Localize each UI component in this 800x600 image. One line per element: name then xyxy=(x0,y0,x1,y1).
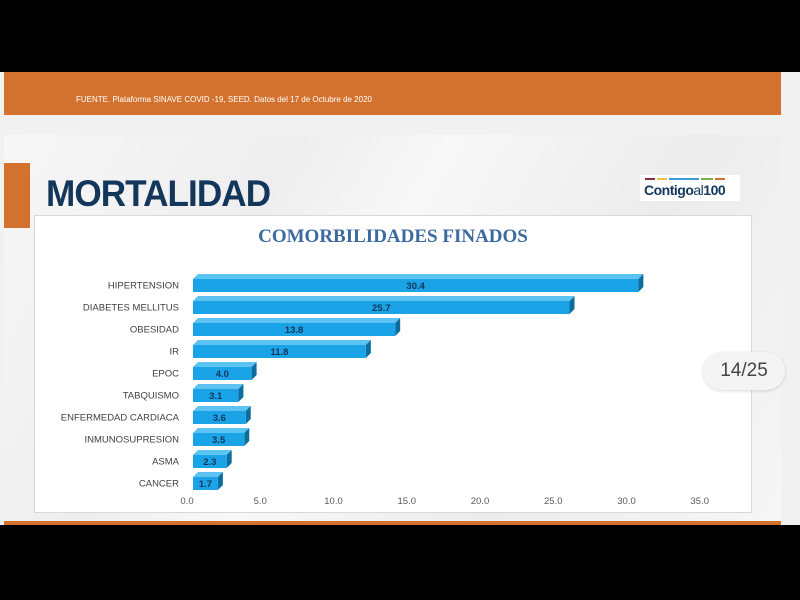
bar-side xyxy=(251,362,257,380)
category-label: IR xyxy=(170,347,180,358)
bar-side xyxy=(226,450,232,468)
data-label: 25.7 xyxy=(372,303,391,314)
bar-top xyxy=(193,428,250,433)
bar-top xyxy=(193,362,257,367)
x-tick-label: 5.0 xyxy=(254,496,267,507)
data-label: 13.8 xyxy=(285,325,304,336)
bar-side xyxy=(365,340,371,358)
slide-title: MORTALIDAD xyxy=(46,173,271,214)
bar-top xyxy=(193,340,371,345)
bar-top xyxy=(193,318,401,323)
title-accent xyxy=(4,163,30,228)
data-label: 2.3 xyxy=(203,457,216,468)
bar xyxy=(193,367,252,380)
category-label: OBESIDAD xyxy=(130,325,179,336)
bar-side xyxy=(395,318,401,336)
x-tick-label: 30.0 xyxy=(617,496,636,507)
category-label: INMUNOSUPRESION xyxy=(85,435,180,446)
category-label: ENFERMEDAD CARDIACA xyxy=(61,413,180,424)
bar-side xyxy=(217,472,223,490)
bar-top xyxy=(193,296,575,301)
bar xyxy=(193,345,366,358)
bar xyxy=(193,301,570,314)
bar xyxy=(193,477,218,490)
category-label: DIABETES MELLITUS xyxy=(83,303,179,314)
source-banner: FUENTE. Plataforma SINAVE COVID -19, SEE… xyxy=(4,72,781,115)
bar-side xyxy=(244,428,250,446)
category-label: CANCER xyxy=(139,479,179,490)
data-label: 4.0 xyxy=(216,369,229,380)
bar xyxy=(193,279,639,292)
slide-viewer: FUENTE. Plataforma SINAVE COVID -19, SEE… xyxy=(0,72,800,525)
logo-text: Contigoal100 xyxy=(644,182,726,198)
x-tick-label: 10.0 xyxy=(324,496,343,507)
bar-top xyxy=(193,472,223,477)
bar-side xyxy=(638,274,644,292)
data-label: 1.7 xyxy=(199,479,212,490)
data-label: 30.4 xyxy=(406,281,425,292)
bar-side xyxy=(245,406,251,424)
page-indicator[interactable]: 14/25 xyxy=(703,352,785,390)
bar xyxy=(193,389,239,402)
bar xyxy=(193,411,246,424)
logo: Contigoal100 xyxy=(640,175,740,201)
x-tick-label: 35.0 xyxy=(691,496,710,507)
chart-title: COMORBILIDADES FINADOS xyxy=(258,226,528,247)
source-text: FUENTE. Plataforma SINAVE COVID -19, SEE… xyxy=(76,95,372,104)
chart-canvas: HIPERTENSION 30.4 DIABETES MELLITUS 25.7 OBE… xyxy=(61,274,710,507)
bar-top xyxy=(193,384,244,389)
chart: HIPERTENSION 30.4 DIABETES MELLITUS 25.7 OBE… xyxy=(34,215,752,513)
data-label: 3.5 xyxy=(212,435,226,446)
bar-top xyxy=(193,274,644,279)
bar-top xyxy=(193,450,232,455)
bar xyxy=(193,433,245,446)
x-tick-label: 25.0 xyxy=(544,496,563,507)
category-label: EPOC xyxy=(152,369,179,380)
x-tick-label: 15.0 xyxy=(398,496,417,507)
x-tick-label: 20.0 xyxy=(471,496,490,507)
bar-top xyxy=(193,406,251,411)
data-label: 11.8 xyxy=(270,347,288,358)
x-tick-label: 0.0 xyxy=(180,496,193,507)
data-label: 3.6 xyxy=(213,413,226,424)
data-label: 3.1 xyxy=(209,391,223,402)
slide: MORTALIDAD Contigoal100 HIPERTENSION 30.4… xyxy=(4,135,781,521)
bar-side xyxy=(569,296,575,314)
bar-side xyxy=(238,384,244,402)
bottom-strip xyxy=(4,521,781,525)
bar xyxy=(193,323,396,336)
category-label: HIPERTENSION xyxy=(108,281,179,292)
category-label: TABQUISMO xyxy=(123,391,179,402)
bar xyxy=(193,455,227,468)
category-label: ASMA xyxy=(152,457,180,468)
